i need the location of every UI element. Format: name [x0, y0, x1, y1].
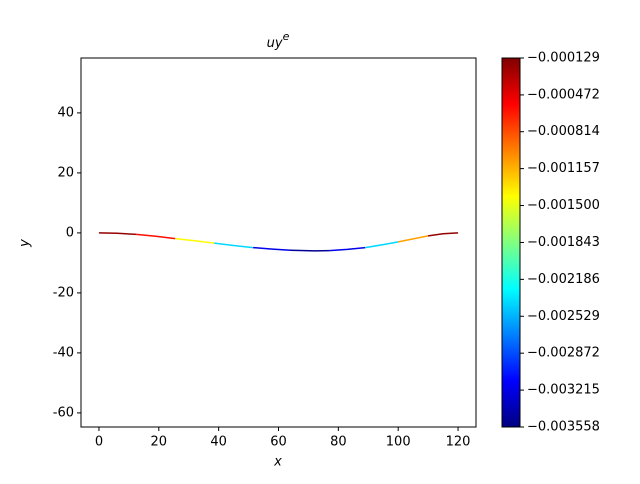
line-segment: [398, 235, 429, 243]
chart-title: uye: [267, 30, 290, 51]
x-tick-label: 120: [446, 435, 471, 450]
x-axis-label: x: [273, 455, 282, 470]
line-segment: [214, 242, 254, 249]
line-segment: [136, 233, 176, 240]
line-segment: [329, 246, 366, 252]
x-tick-label: 40: [210, 435, 227, 450]
colorbar-tick-label: −0.000129: [527, 51, 600, 66]
colorbar-tick-label: −0.002529: [527, 309, 600, 324]
line-segment: [253, 246, 291, 252]
colorbar-tick-label: −0.003558: [527, 420, 600, 435]
y-tick-label: -60: [53, 405, 74, 420]
line-segment: [290, 249, 330, 252]
line-segment: [175, 237, 215, 244]
colorbar-tick-label: −0.000472: [527, 87, 600, 102]
y-tick-label: -40: [53, 345, 74, 360]
colorbar-tick-label: −0.001843: [527, 235, 600, 250]
colorbar-tick-label: −0.003215: [527, 383, 600, 398]
colorbar-tick-label: −0.002186: [527, 272, 600, 287]
colorbar-tick-label: −0.001500: [527, 198, 600, 213]
title-text: uy: [267, 36, 283, 51]
x-tick-label: 20: [151, 435, 168, 450]
colorbar-tick-label: −0.000814: [527, 124, 600, 139]
plot-area: [80, 57, 477, 428]
y-tick-label: 40: [57, 105, 74, 120]
y-tick-label: 20: [57, 165, 74, 180]
colorbar: [501, 57, 521, 428]
y-tick-label: 0: [66, 225, 74, 240]
title-superscript: e: [283, 30, 290, 43]
line-segment: [98, 232, 137, 236]
x-tick-label: 100: [386, 435, 411, 450]
y-tick-label: -20: [53, 285, 74, 300]
colorbar-tick-label: −0.002872: [527, 346, 600, 361]
line-segment: [365, 241, 399, 249]
y-axis-label: y: [18, 239, 33, 248]
x-tick-label: 0: [95, 435, 103, 450]
x-tick-label: 60: [270, 435, 287, 450]
x-tick-label: 80: [330, 435, 347, 450]
line-segment: [428, 232, 459, 237]
colorbar-tick-label: −0.001157: [527, 161, 600, 176]
